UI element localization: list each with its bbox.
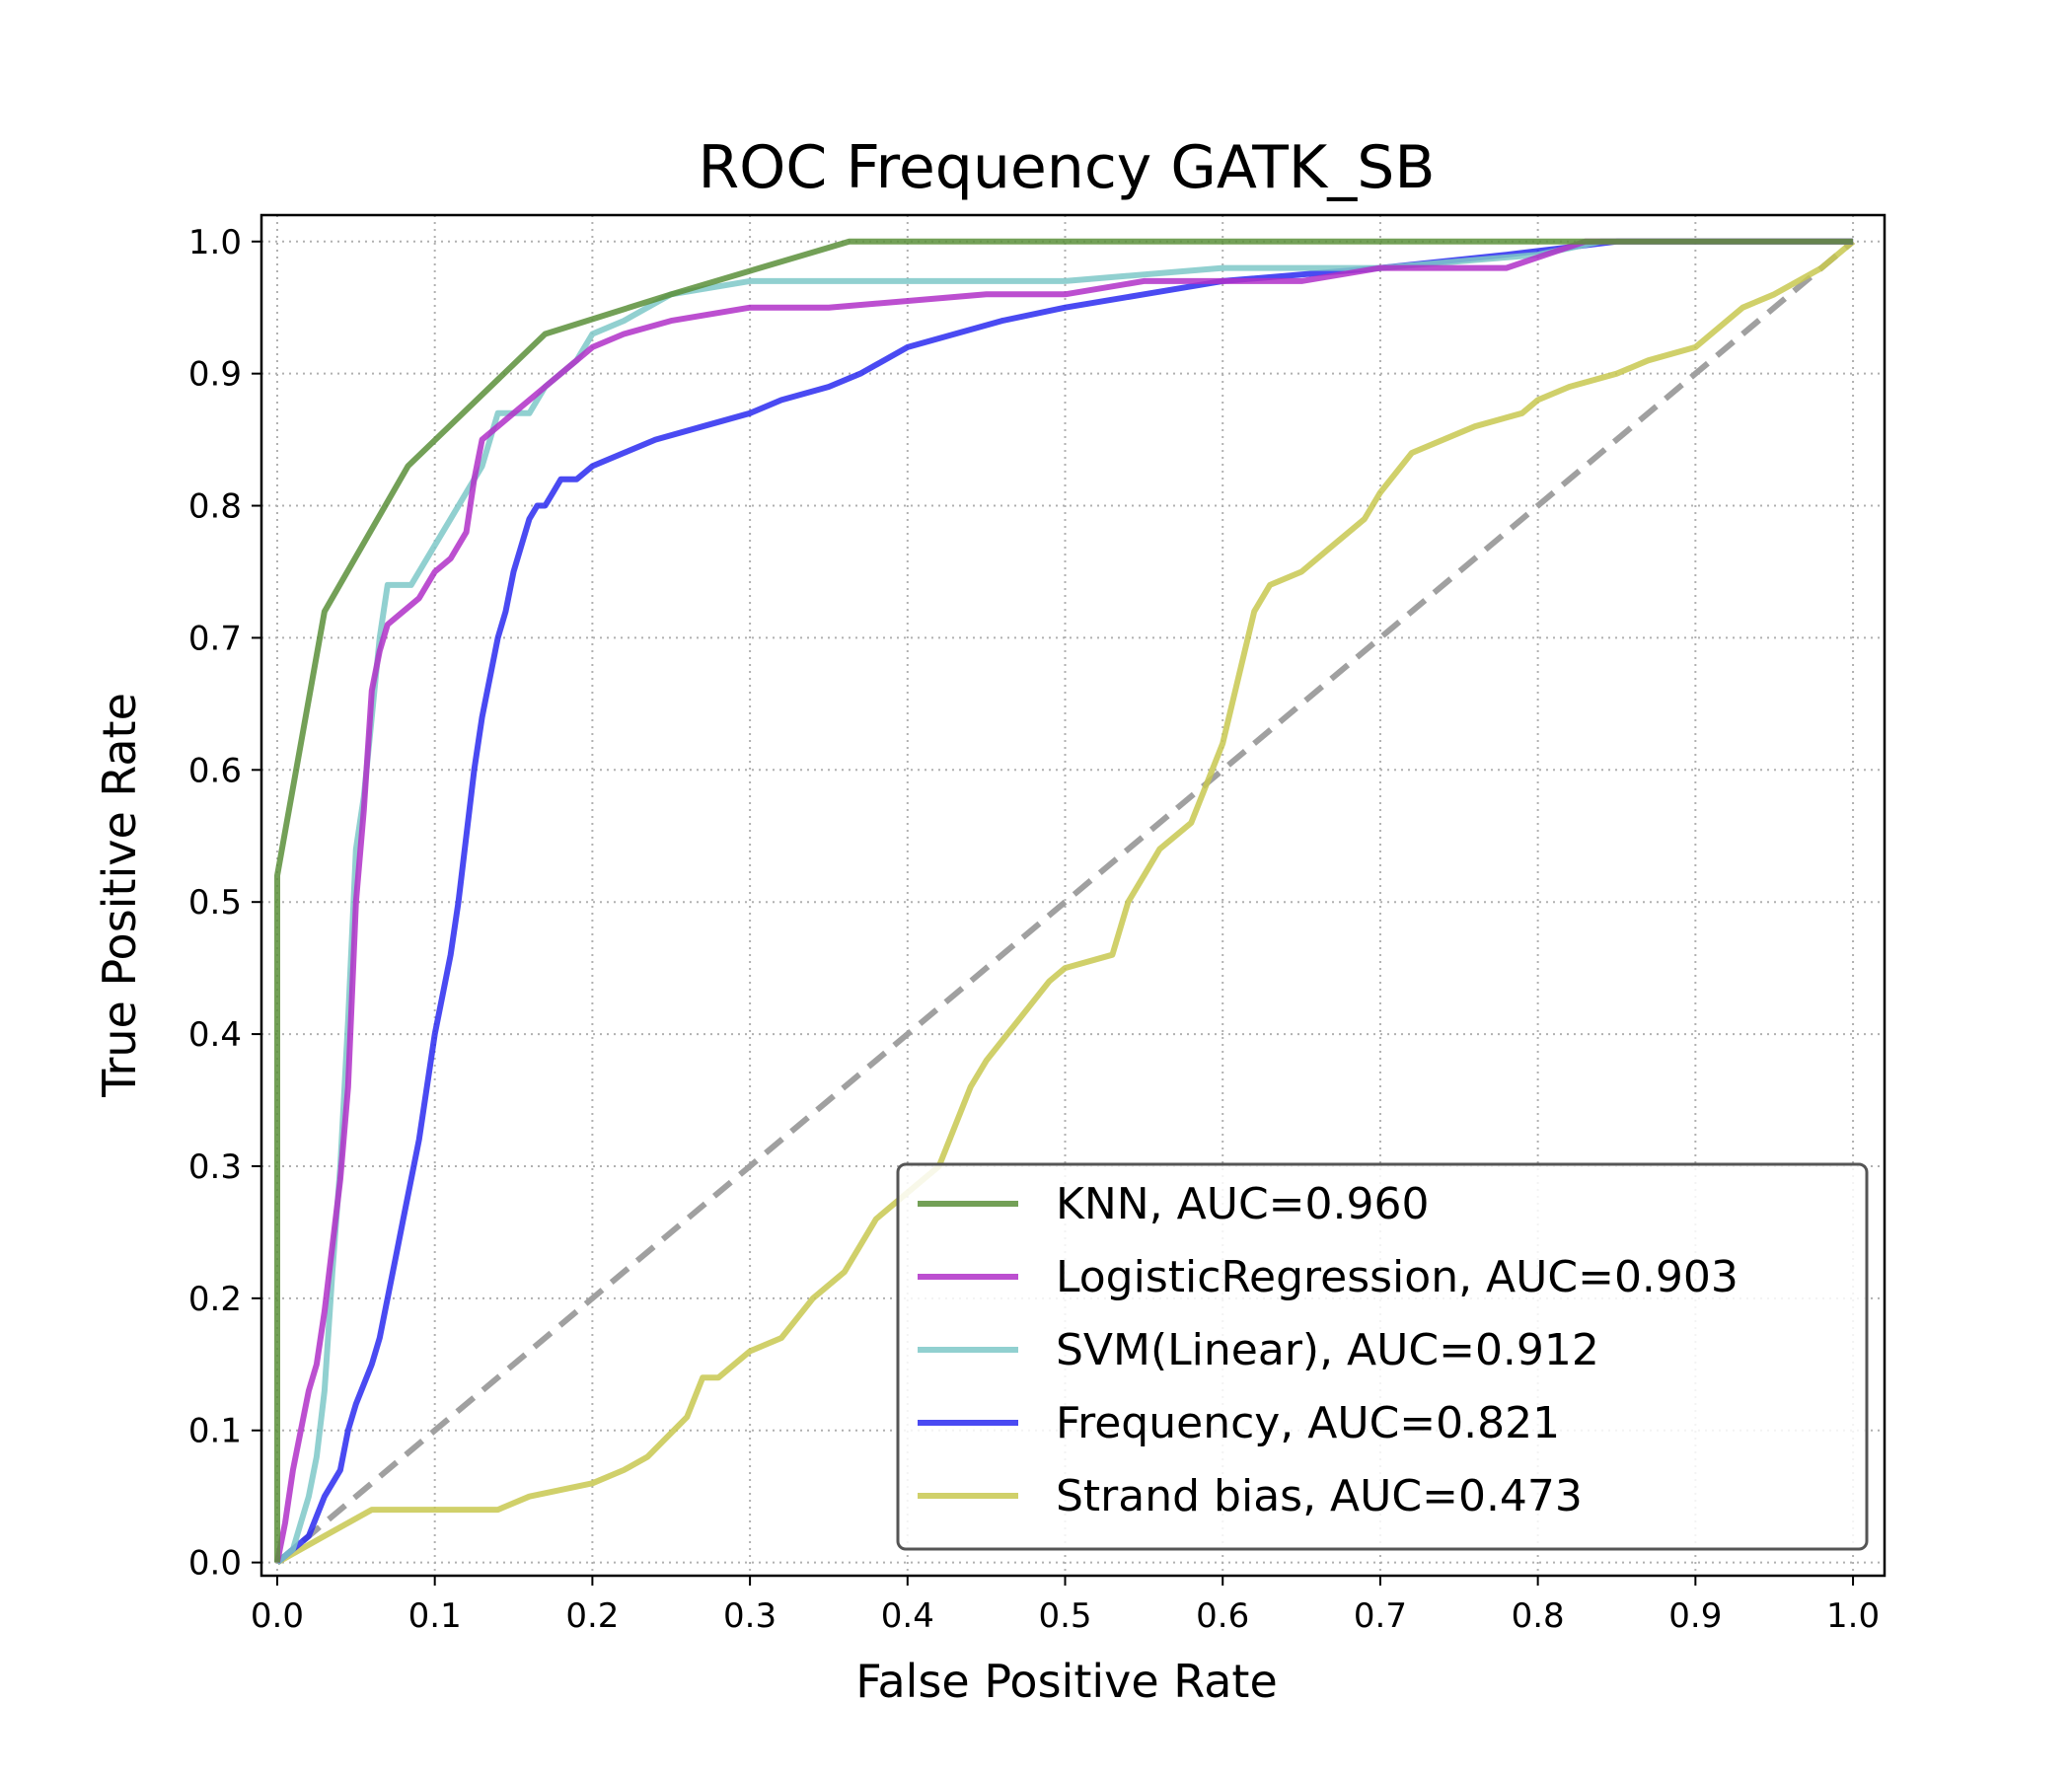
x-tick-label: 0.3 [723,1596,777,1636]
x-tick-label: 0.2 [565,1596,619,1636]
y-tick-label: 0.9 [188,355,242,395]
x-tick-label: 1.0 [1826,1596,1880,1636]
x-tick-label: 0.7 [1354,1596,1407,1636]
legend-entry: SVM(Linear), AUC=0.912 [1056,1325,1599,1375]
y-tick-label: 0.0 [188,1544,242,1584]
legend-entry: KNN, AUC=0.960 [1056,1179,1430,1229]
x-axis-label: False Positive Rate [855,1655,1278,1708]
y-tick-label: 0.6 [188,751,242,790]
y-tick-label: 0.5 [188,883,242,923]
series-line-1 [274,238,1854,1564]
reference-line [275,239,1855,1565]
y-tick-label: 0.7 [188,619,242,658]
series-line-0 [274,238,1854,1563]
y-tick-label: 0.1 [188,1412,242,1451]
y-tick-label: 0.3 [188,1147,242,1187]
plot-frame [259,213,1887,1578]
x-tick-label: 0.5 [1038,1596,1091,1636]
x-tick-label: 0.0 [251,1596,304,1636]
reference-diagonal [275,239,1855,1565]
legend: KNN, AUC=0.960 LogisticRegression, AUC=0.… [896,1162,1869,1551]
series-lines [274,238,1856,1566]
x-axis-ticks: 0.0 0.1 0.2 0.3 0.4 0.5 0.6 0.7 0.8 0.9 1.0 [251,1576,1880,1636]
y-tick-label: 0.4 [188,1015,242,1055]
y-axis-label: True Positive Rate [93,693,146,1098]
x-tick-label: 0.9 [1668,1596,1722,1636]
legend-entry: Frequency, AUC=0.821 [1056,1398,1560,1448]
legend-box [896,1162,1869,1551]
series-line-4 [275,239,1856,1566]
legend-entry: LogisticRegression, AUC=0.903 [1056,1252,1739,1302]
y-axis-ticks: 0.0 0.1 0.2 0.3 0.4 0.5 0.6 0.7 0.8 0.9 1.0 [188,223,261,1584]
x-tick-label: 0.4 [881,1596,934,1636]
y-tick-label: 0.2 [188,1280,242,1319]
y-tick-label: 0.8 [188,487,242,527]
x-tick-label: 0.1 [408,1596,462,1636]
legend-entry: Strand bias, AUC=0.473 [1056,1471,1583,1521]
x-tick-label: 0.6 [1196,1596,1249,1636]
series-line-3 [275,238,1854,1565]
chart-title: ROC Frequency GATK_SB [698,133,1435,202]
y-tick-label: 1.0 [188,223,242,262]
x-tick-label: 0.8 [1512,1596,1565,1636]
